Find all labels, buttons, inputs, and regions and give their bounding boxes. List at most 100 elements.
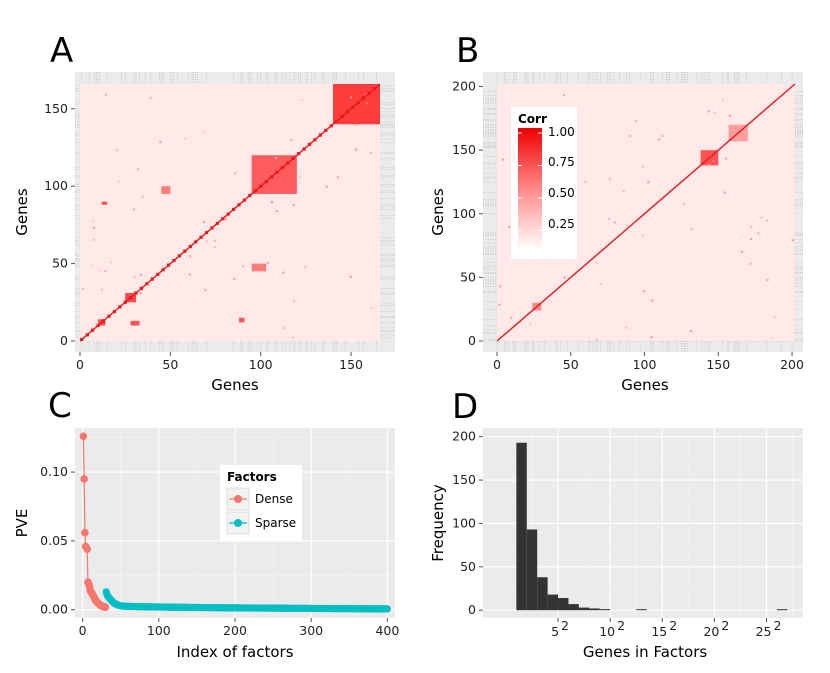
heatmap-b-speckle — [622, 190, 625, 193]
heatmap-a-x-tick-label: 100 — [249, 357, 273, 372]
heatmap-a-diagonal-cell — [242, 198, 247, 202]
heatmap-b-y-tick-label: 0 — [468, 333, 476, 348]
histogram-d-y-tick-label: 0 — [468, 602, 476, 617]
heatmap-b-speckle — [760, 216, 763, 219]
heatmap-a-diagonal-cell — [269, 175, 274, 179]
heatmap-a-speckle — [103, 270, 106, 273]
heatmap-b-speckle — [595, 338, 598, 341]
heatmap-b-speckle — [722, 98, 725, 101]
legend-label-dense: Dense — [255, 492, 293, 506]
histogram-d-x-tick-label: 5 — [551, 624, 559, 639]
heatmap-b-y-ticks: 0 50 100 150 200 — [452, 79, 483, 348]
heatmap-a-speckle — [116, 149, 119, 152]
heatmap-a-offdiag-spot — [161, 186, 171, 194]
scatter-c-x-title: Index of factors — [176, 643, 293, 661]
heatmap-a-offdiag-spot — [251, 263, 267, 272]
heatmap-a-speckle — [205, 240, 208, 243]
heatmap-b-speckle — [766, 278, 769, 281]
heatmap-a-speckle — [92, 238, 95, 241]
heatmap-a-x-title: Genes — [211, 376, 259, 394]
heatmap-a-speckle — [325, 185, 328, 188]
dense-point — [83, 545, 91, 553]
histogram-bar — [568, 604, 579, 611]
heatmap-a-speckle — [364, 93, 367, 96]
heatmap-b-speckle — [728, 114, 731, 117]
scatter-c-y-tick-label: 0.05 — [40, 533, 68, 548]
heatmap-b-speckle — [613, 221, 616, 224]
heatmap-b-x-title: Genes — [621, 376, 669, 394]
heatmap-a-speckle — [292, 336, 295, 339]
corr-legend-break-2: 0.75 — [548, 155, 575, 169]
scatter-c-y-tick-label: 0.10 — [40, 464, 68, 479]
heatmap-a-speckle — [189, 255, 192, 258]
heatmap-b-speckle — [683, 203, 686, 206]
heatmap-b: 0 50 100 150 200 0 50 100 150 200 Genes Genes Co… — [429, 72, 804, 394]
scatter-c-x-tick-label: 100 — [147, 623, 171, 638]
heatmap-a-diagonal-cell — [351, 105, 355, 109]
heatmap-a-diagonal-cell — [286, 161, 290, 165]
heatmap-a-speckle — [138, 322, 141, 325]
heatmap-b-speckle — [498, 303, 501, 306]
heatmap-a-speckle — [133, 276, 136, 279]
histogram-d-y-tick-label: 100 — [452, 515, 476, 530]
heatmap-a-diagonal-cell — [156, 272, 160, 277]
heatmap-a-diagonal-cell — [345, 110, 350, 114]
heatmap-a-diagonal-cell — [204, 231, 209, 235]
heatmap-a-x-tick-label: 0 — [76, 357, 84, 372]
histogram-d-y-tick-label: 150 — [452, 472, 476, 487]
heatmap-b-speckle — [600, 282, 603, 285]
heatmap-a-speckle — [188, 273, 191, 276]
heatmap-a-diagonal-cell — [80, 337, 84, 342]
heatmap-b-speckle — [765, 219, 768, 222]
heatmap-a-diagonal-cell — [237, 203, 241, 207]
histogram-d-x-tick-label: 10 — [599, 624, 615, 639]
heatmap-b-diagonal — [496, 83, 796, 342]
histogram-bar — [589, 608, 600, 611]
histogram-d-y-tick-label: 200 — [452, 429, 476, 444]
heatmap-a-diagonal-cell — [248, 193, 252, 198]
heatmap-b-speckle — [757, 232, 760, 235]
heatmap-a: 0 50 100 150 0 50 100 150 Genes Genes — [13, 72, 395, 394]
heatmap-a-speckle — [203, 131, 206, 134]
heatmap-a-speckle — [139, 273, 142, 276]
heatmap-a-speckle — [354, 148, 357, 151]
heatmap-a-speckle — [224, 218, 227, 221]
heatmap-a-diagonal-cell — [253, 189, 257, 193]
heatmap-a-diagonal-cell — [280, 166, 285, 170]
histogram-d-x-tick-exponent: 2 — [669, 618, 677, 633]
heatmap-a-speckle — [92, 226, 95, 229]
heatmap-a-speckle — [336, 176, 339, 179]
heatmap-a-speckle — [370, 151, 373, 154]
panel-label-d: D — [452, 387, 478, 427]
heatmap-a-speckle — [304, 266, 307, 269]
histogram-bar — [547, 594, 559, 611]
heatmap-a-diagonal-cell — [145, 282, 149, 286]
heatmap-b-speckle — [740, 250, 743, 253]
heatmap-a-speckle — [213, 246, 216, 249]
heatmap-a-diagonal-cell — [259, 184, 263, 188]
scatter-c-y-title: PVE — [13, 509, 31, 538]
heatmap-b-x-tick-label: 150 — [706, 357, 730, 372]
sparse-point — [383, 605, 391, 613]
heatmap-b-speckle — [498, 285, 501, 288]
heatmap-a-diagonal-cell — [199, 235, 203, 239]
dense-point — [101, 603, 110, 612]
heatmap-a-diagonal-cell — [318, 133, 322, 137]
heatmap-b-speckle — [595, 261, 598, 264]
heatmap-a-diagonal-cell — [101, 319, 106, 323]
scatter-c-x-ticks: 0 100 200 300 400 — [79, 618, 399, 638]
heatmap-b-speckle — [724, 157, 727, 160]
histogram-d-x-tick-label: 20 — [703, 624, 719, 639]
histogram-d-x-title: Genes in Factors — [583, 643, 708, 661]
heatmap-a-speckle — [98, 269, 101, 272]
heatmap-b-speckle — [634, 119, 637, 122]
heatmap-a-speckle — [276, 210, 279, 213]
corr-legend-break-3: 0.50 — [548, 186, 575, 200]
histogram-d-y-ticks: 0 50 100 150 200 — [452, 429, 483, 617]
heatmap-a-speckle — [139, 292, 142, 295]
heatmap-b-speckle — [773, 315, 776, 318]
corr-legend-break-4: 0.25 — [548, 217, 575, 231]
heatmap-b-speckle — [749, 262, 752, 265]
heatmap-b-speckle — [529, 322, 532, 325]
